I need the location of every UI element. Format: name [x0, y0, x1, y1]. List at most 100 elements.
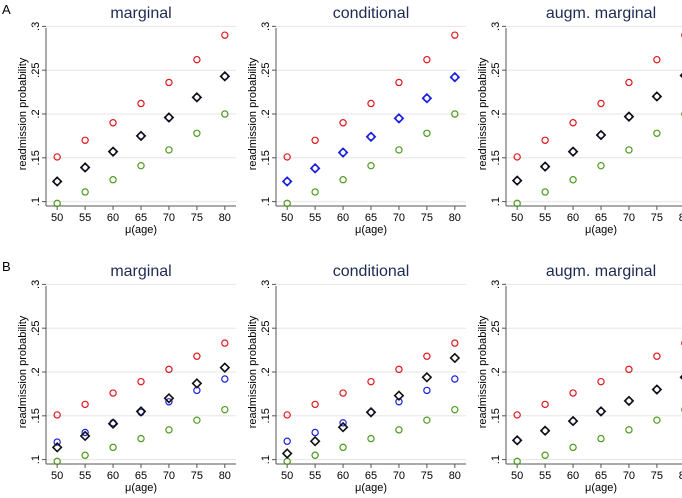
data-point-true: [421, 92, 433, 104]
x-tick-label: 75: [421, 212, 433, 224]
x-tick-label: 75: [651, 470, 663, 482]
data-point-estimate: [423, 386, 431, 395]
y-axis-label: readmission probability: [247, 57, 259, 170]
data-point-upper: [597, 377, 605, 386]
x-tick-label: 55: [309, 470, 321, 482]
data-point-upper: [193, 352, 201, 360]
x-tick-label: 80: [449, 212, 461, 224]
data-point-estimate: [339, 419, 347, 427]
x-tick-label: 80: [679, 212, 682, 224]
data-point-lower: [339, 176, 347, 184]
data-point-lower: [569, 443, 577, 452]
data-point-upper: [283, 153, 291, 161]
data-point-true: [623, 111, 635, 122]
data-point-lower: [339, 443, 347, 452]
y-tick-label: .25: [490, 63, 502, 78]
y-tick-label: .15: [260, 150, 272, 165]
data-point-true: [79, 430, 91, 442]
x-tick-label: 55: [539, 470, 551, 482]
panel-label-a: A: [2, 2, 11, 17]
data-point-true: [449, 352, 461, 364]
data-point-upper: [653, 55, 661, 64]
data-point-upper: [81, 136, 89, 144]
y-tick-label: .2: [30, 367, 42, 376]
data-point-upper: [53, 153, 61, 161]
data-point-upper: [137, 377, 145, 386]
data-point-true: [567, 415, 579, 427]
data-point-true: [191, 378, 203, 389]
data-point-upper: [137, 99, 145, 108]
data-point-true: [135, 406, 147, 417]
chart-panel-b-2: conditional .1 .15 .2 .25 .3 50 55 60 65 70 75 80 μ(a…: [247, 263, 466, 494]
y-tick-label: .1: [490, 197, 502, 206]
data-point-lower: [513, 457, 521, 466]
x-axis-label: μ(age): [125, 224, 157, 236]
data-point-true: [511, 175, 523, 186]
data-point-upper: [653, 352, 661, 360]
plots-container: marginal .1 .15 .2 .25 .3 50 55 60 65 70 75 80 μ(age)…: [17, 5, 682, 494]
data-point-estimate: [221, 375, 229, 383]
data-point-upper: [513, 153, 521, 161]
x-tick-label: 55: [309, 212, 321, 224]
y-tick-label: .15: [490, 150, 502, 165]
y-tick-label: .1: [260, 197, 272, 206]
data-point-upper: [395, 78, 403, 87]
data-point-upper: [451, 339, 459, 347]
data-point-true: [365, 131, 377, 143]
data-point-upper: [541, 400, 549, 409]
data-point-lower: [81, 451, 89, 459]
x-tick-label: 60: [567, 212, 579, 224]
data-point-lower: [625, 426, 633, 434]
y-tick-label: .2: [30, 109, 42, 118]
data-point-true: [191, 92, 203, 103]
chart-title: augm. marginal: [546, 5, 656, 22]
data-point-upper: [451, 31, 459, 39]
y-axis-label: readmission probability: [247, 315, 259, 428]
chart-title: conditional: [333, 263, 410, 280]
y-tick-label: .3: [260, 280, 272, 289]
x-tick-label: 50: [511, 470, 523, 482]
data-point-lower: [451, 110, 459, 118]
y-axis-label: readmission probability: [17, 57, 29, 170]
data-point-lower: [597, 161, 605, 170]
x-tick-label: 60: [107, 212, 119, 224]
x-tick-label: 50: [51, 212, 63, 224]
data-point-true: [219, 362, 231, 373]
data-point-true: [595, 406, 607, 417]
x-tick-label: 80: [449, 470, 461, 482]
x-tick-label: 55: [79, 212, 91, 224]
data-point-lower: [137, 161, 145, 170]
data-point-lower: [311, 188, 319, 196]
data-point-true: [219, 70, 231, 82]
data-point-true: [623, 395, 635, 407]
data-point-true: [79, 162, 91, 173]
x-tick-label: 60: [337, 470, 349, 482]
chart-panel-b-3: augm. marginal .1 .15 .2 .25 .3 50 55 60 65 70 75 80…: [477, 263, 682, 494]
y-tick-label: .25: [490, 321, 502, 336]
data-point-true: [337, 421, 349, 433]
data-point-lower: [367, 161, 375, 170]
data-point-true: [163, 112, 175, 123]
data-point-lower: [653, 416, 661, 424]
x-tick-label: 55: [539, 212, 551, 224]
chart-title: augm. marginal: [546, 263, 656, 280]
x-tick-label: 70: [393, 212, 405, 224]
data-point-upper: [311, 136, 319, 144]
y-tick-label: .3: [490, 280, 502, 289]
data-point-true: [281, 176, 293, 187]
data-point-upper: [513, 411, 521, 419]
x-tick-label: 70: [393, 470, 405, 482]
chart-panel-a-3: augm. marginal .1 .15 .2 .25 .3 50 55 60 65 70 75 80…: [477, 5, 682, 236]
x-tick-label: 65: [365, 212, 377, 224]
x-tick-label: 65: [135, 470, 147, 482]
y-tick-label: .1: [30, 455, 42, 464]
data-point-upper: [193, 55, 201, 64]
data-point-upper: [165, 365, 173, 374]
panel-label-b: B: [2, 259, 11, 274]
data-point-true: [107, 418, 119, 430]
y-axis-label: readmission probability: [477, 315, 489, 428]
data-point-upper: [311, 400, 319, 409]
y-tick-label: .15: [30, 150, 42, 165]
y-tick-label: .15: [30, 408, 42, 423]
